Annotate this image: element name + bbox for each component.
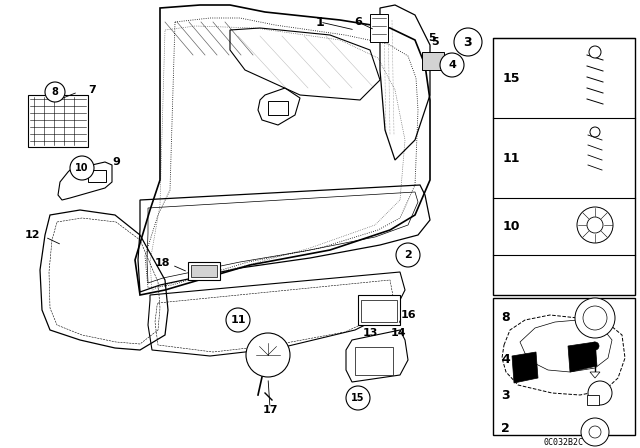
Text: 3: 3 [501, 388, 509, 401]
Bar [191, 265, 217, 277]
Bar [587, 395, 599, 405]
Text: 3: 3 [464, 35, 472, 48]
Text: 1: 1 [316, 16, 324, 29]
Circle shape [589, 46, 601, 58]
Bar [493, 38, 635, 295]
Circle shape [246, 333, 290, 377]
Bar [358, 295, 400, 325]
Text: 0C032B2C: 0C032B2C [543, 438, 583, 447]
Text: 6: 6 [354, 17, 362, 27]
Text: 10: 10 [76, 163, 89, 173]
Text: 15: 15 [351, 393, 365, 403]
Text: 5: 5 [431, 37, 439, 47]
Circle shape [70, 156, 94, 180]
Polygon shape [568, 342, 597, 372]
Text: 15: 15 [503, 72, 520, 85]
Bar [422, 52, 444, 70]
Text: 17: 17 [262, 405, 278, 415]
Text: 2: 2 [501, 422, 509, 435]
Text: 11: 11 [503, 151, 520, 164]
Text: 2: 2 [404, 250, 412, 260]
Circle shape [45, 82, 65, 102]
Text: 11: 11 [230, 315, 246, 325]
Text: 16: 16 [400, 310, 416, 320]
Polygon shape [512, 352, 538, 383]
Bar [268, 101, 288, 115]
Text: 10: 10 [503, 220, 520, 233]
Circle shape [226, 308, 250, 332]
Text: 4: 4 [448, 60, 456, 70]
Circle shape [591, 342, 599, 350]
Text: 8: 8 [501, 311, 509, 324]
Text: 8: 8 [52, 87, 58, 97]
Text: 14: 14 [390, 328, 406, 338]
Bar [355, 347, 393, 375]
Text: 4: 4 [501, 353, 509, 366]
Text: 18: 18 [154, 258, 170, 268]
Circle shape [587, 217, 603, 233]
Bar [370, 14, 388, 42]
Text: 7: 7 [88, 85, 96, 95]
Circle shape [396, 243, 420, 267]
Bar [493, 298, 635, 435]
Text: 5: 5 [428, 33, 436, 43]
Bar [88, 170, 106, 182]
Circle shape [346, 386, 370, 410]
Circle shape [588, 381, 612, 405]
Text: 13: 13 [362, 328, 378, 338]
Circle shape [583, 306, 607, 330]
Circle shape [577, 207, 613, 243]
Circle shape [589, 426, 601, 438]
Circle shape [590, 127, 600, 137]
Bar [361, 300, 397, 322]
Bar [28, 95, 88, 147]
Circle shape [440, 53, 464, 77]
Text: 9: 9 [112, 157, 120, 167]
Circle shape [581, 418, 609, 446]
Bar [188, 262, 220, 280]
Text: 12: 12 [24, 230, 40, 240]
Circle shape [575, 298, 615, 338]
Circle shape [454, 28, 482, 56]
Polygon shape [590, 372, 600, 378]
